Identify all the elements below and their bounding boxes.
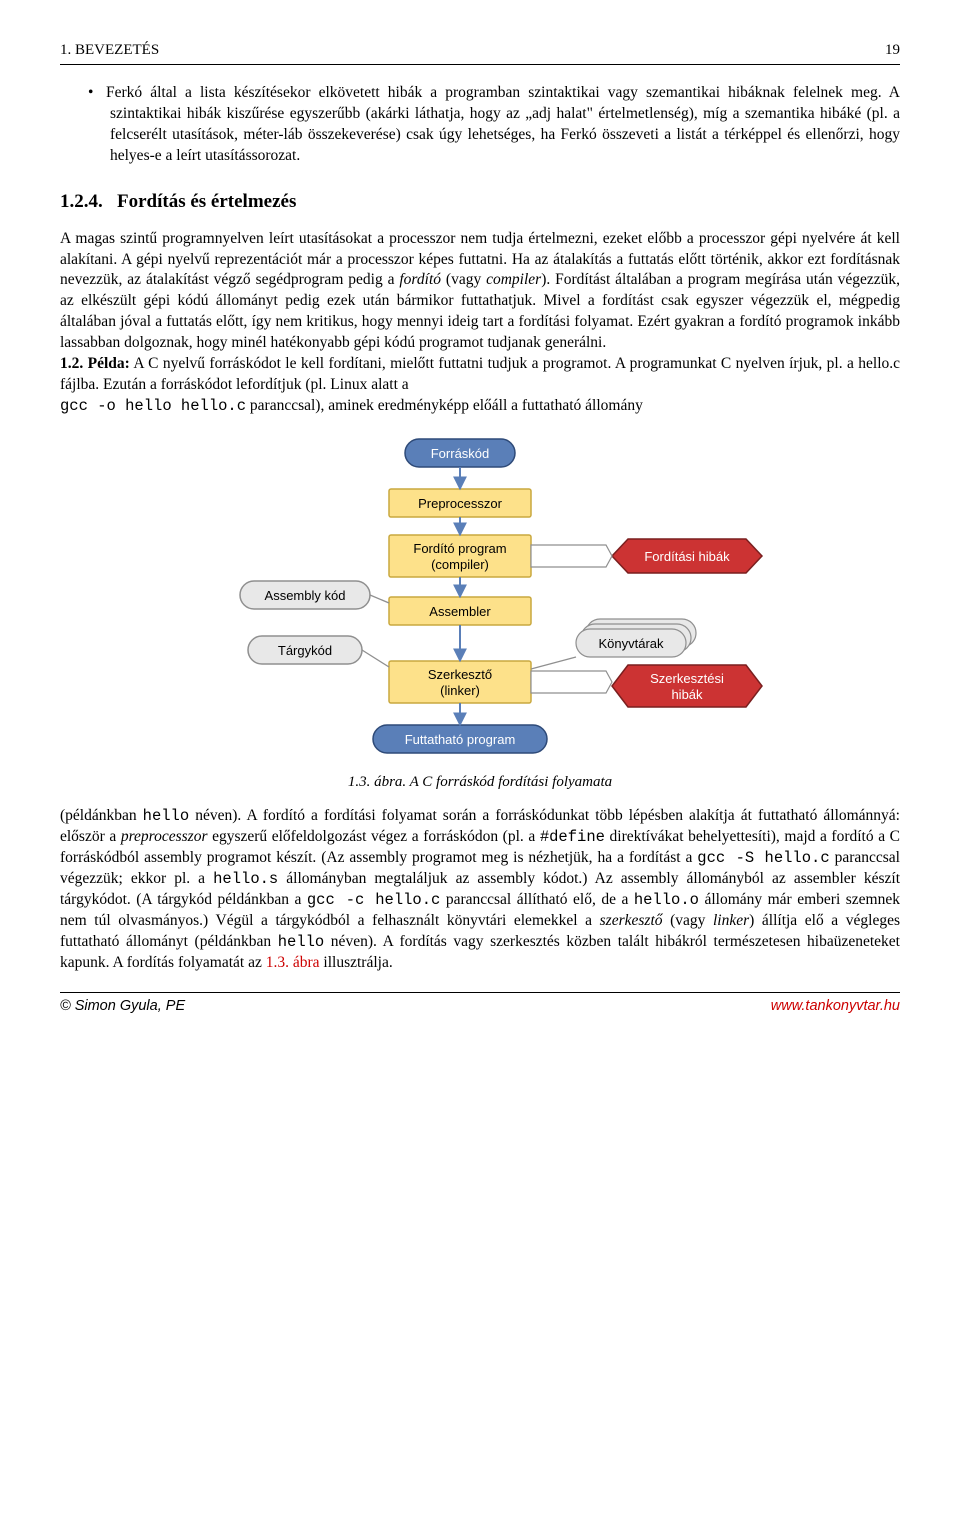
svg-text:Forráskód: Forráskód [431, 446, 490, 461]
svg-text:Szerkesztő: Szerkesztő [428, 667, 492, 682]
page-header: 1. BEVEZETÉS 19 [60, 40, 900, 65]
svg-text:Assembler: Assembler [429, 604, 491, 619]
section-title: Fordítás és értelmezés [117, 191, 296, 212]
paragraph-1: A magas szintű programnyelven leírt utas… [60, 229, 900, 355]
header-section: 1. BEVEZETÉS [60, 40, 159, 60]
header-page-number: 19 [885, 40, 900, 60]
svg-text:hibák: hibák [671, 687, 703, 702]
bullet-item: •Ferkó által a lista készítésekor elköve… [110, 83, 900, 167]
flowchart-diagram: Forráskód Preprocesszor Fordító program(co… [60, 429, 900, 764]
bullet-text: Ferkó által a lista készítésekor elkövet… [106, 84, 900, 164]
figure-ref: 1.3. ábra [266, 954, 320, 971]
svg-text:Fordító program: Fordító program [413, 541, 506, 556]
svg-text:Könyvtárak: Könyvtárak [598, 636, 664, 651]
page-footer: © Simon Gyula, PE www.tankonyvtar.hu [60, 992, 900, 1017]
example-label: 1.2. Példa: [60, 355, 130, 372]
svg-text:(linker): (linker) [440, 683, 480, 698]
svg-text:Futtatható program: Futtatható program [405, 732, 516, 747]
figure-caption: 1.3. ábra. A C forráskód fordítási folya… [60, 772, 900, 792]
svg-text:Assembly kód: Assembly kód [265, 588, 346, 603]
bullet-dot: • [88, 83, 106, 104]
section-heading: 1.2.4. Fordítás és értelmezés [60, 189, 900, 215]
svg-text:Szerkesztési: Szerkesztési [650, 671, 724, 686]
paragraph-2: (példánkban hello néven). A fordító a fo… [60, 806, 900, 973]
svg-text:Preprocesszor: Preprocesszor [418, 496, 502, 511]
svg-text:(compiler): (compiler) [431, 557, 489, 572]
footer-link[interactable]: www.tankonyvtar.hu [771, 997, 900, 1017]
code-gcc-o: gcc -o hello hello.c [60, 397, 246, 415]
svg-text:Fordítási hibák: Fordítási hibák [644, 549, 730, 564]
example-paragraph: 1.2. Példa: A C nyelvű forráskódot le ke… [60, 354, 900, 417]
flowchart-svg: Forráskód Preprocesszor Fordító program(co… [170, 429, 790, 764]
footer-copyright: © Simon Gyula, PE [60, 997, 185, 1017]
svg-text:Tárgykód: Tárgykód [278, 643, 332, 658]
section-number: 1.2.4. [60, 191, 103, 212]
